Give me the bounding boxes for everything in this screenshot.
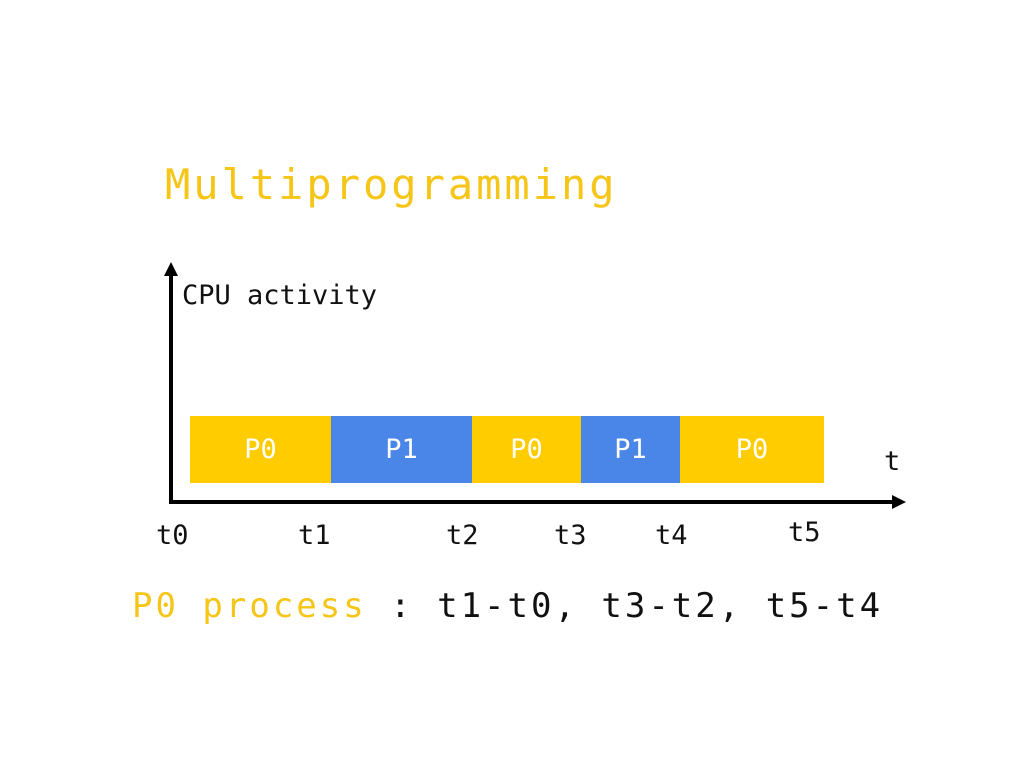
caption-highlight: P0 process: [132, 586, 367, 626]
tick-t4: t4: [655, 520, 688, 551]
page-title: Multiprogramming: [165, 160, 618, 209]
tick-t3: t3: [554, 520, 587, 551]
tick-t2: t2: [446, 520, 479, 551]
segment-p0-1: P0: [190, 416, 331, 483]
x-axis-arrow-icon: [892, 495, 906, 509]
caption-intervals: : t1-t0, t3-t2, t5-t4: [366, 586, 884, 626]
segment-p1-1: P1: [331, 416, 472, 483]
tick-t5: t5: [788, 517, 821, 548]
segment-p0-3: P0: [680, 416, 824, 483]
tick-t1: t1: [298, 520, 331, 551]
p0-process-caption: P0 process : t1-t0, t3-t2, t5-t4: [132, 586, 883, 626]
y-axis-label: CPU activity: [182, 280, 378, 311]
segment-p1-2: P1: [581, 416, 680, 483]
segment-p0-2: P0: [472, 416, 581, 483]
y-axis-arrow-icon: [164, 262, 178, 276]
tick-t0: t0: [156, 520, 189, 551]
x-axis-label: t: [884, 446, 901, 477]
